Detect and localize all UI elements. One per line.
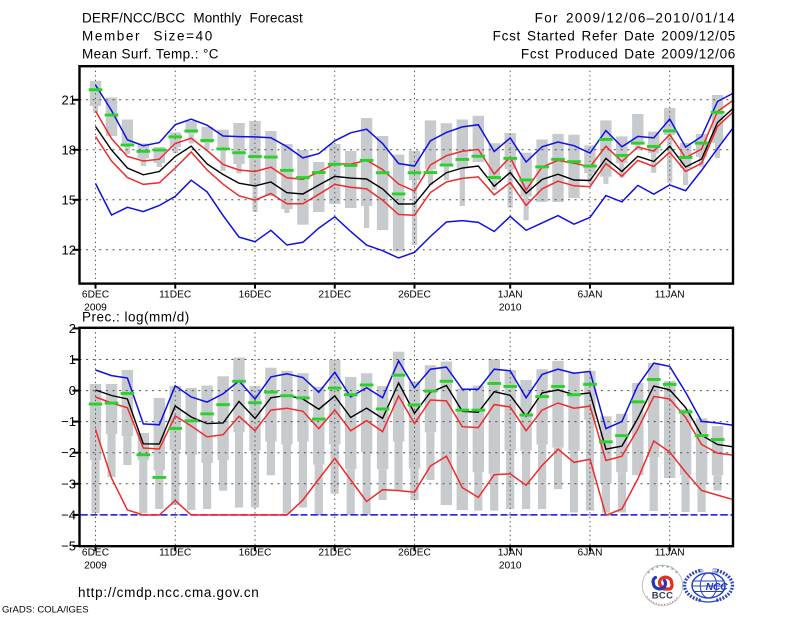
svg-text:18: 18 [62,142,76,157]
svg-text:NCC: NCC [706,581,729,593]
svg-text:6DEC: 6DEC [82,548,109,559]
svg-text:2009: 2009 [84,561,107,572]
svg-text:−5: −5 [61,538,76,553]
svg-text:国: 国 [712,569,718,576]
svg-text:26DEC: 26DEC [398,548,431,559]
svg-text:11JAN: 11JAN [655,290,685,301]
svg-text:DERF/NCC/BCC Monthly Forecast: DERF/NCC/BCC Monthly Forecast [82,11,303,26]
svg-text:11DEC: 11DEC [159,548,191,559]
svg-text:16DEC: 16DEC [239,290,272,301]
svg-text:−4: −4 [61,507,76,522]
svg-text:6JAN: 6JAN [578,290,603,301]
svg-text:15: 15 [62,192,76,207]
svg-text:12: 12 [62,242,76,257]
svg-text:Prec.: log(mm/d): Prec.: log(mm/d) [82,310,190,325]
svg-text:Fcst Produced Date 2009/12/06: Fcst Produced Date 2009/12/06 [521,47,736,62]
svg-text:26DEC: 26DEC [398,290,431,301]
svg-text:1: 1 [69,352,76,367]
svg-text:2: 2 [69,321,76,336]
svg-text:11JAN: 11JAN [655,548,685,559]
svg-text:1JAN: 1JAN [498,290,523,301]
svg-text:Fcst Started Refer Date 2009/1: Fcst Started Refer Date 2009/12/05 [493,29,736,44]
svg-text:21DEC: 21DEC [318,290,351,301]
svg-text:2010: 2010 [499,303,522,314]
svg-text:2009: 2009 [84,303,107,314]
svg-text:中: 中 [698,568,704,576]
svg-text:−1: −1 [61,414,76,429]
svg-text:21DEC: 21DEC [318,548,351,559]
svg-text:0: 0 [69,383,76,398]
svg-text:2010: 2010 [499,561,522,572]
svg-text:−3: −3 [61,476,76,491]
svg-text:−2: −2 [61,445,76,460]
svg-text:GrADS: COLA/IGES: GrADS: COLA/IGES [2,605,89,616]
svg-text:Member Size=40: Member Size=40 [82,29,214,44]
svg-text:Mean Surf. Temp.: °C: Mean Surf. Temp.: °C [82,47,219,62]
svg-text:21: 21 [62,92,76,107]
svg-text:11DEC: 11DEC [159,290,191,301]
svg-text:16DEC: 16DEC [239,548,272,559]
svg-text:6JAN: 6JAN [578,548,603,559]
svg-text:For 2009/12/06–2010/01/14: For 2009/12/06–2010/01/14 [535,11,736,26]
svg-text:1JAN: 1JAN [498,548,523,559]
svg-text:BCC: BCC [652,591,673,602]
svg-text:http://cmdp.ncc.cma.gov.cn: http://cmdp.ncc.cma.gov.cn [78,585,260,600]
svg-text:6DEC: 6DEC [82,290,109,301]
